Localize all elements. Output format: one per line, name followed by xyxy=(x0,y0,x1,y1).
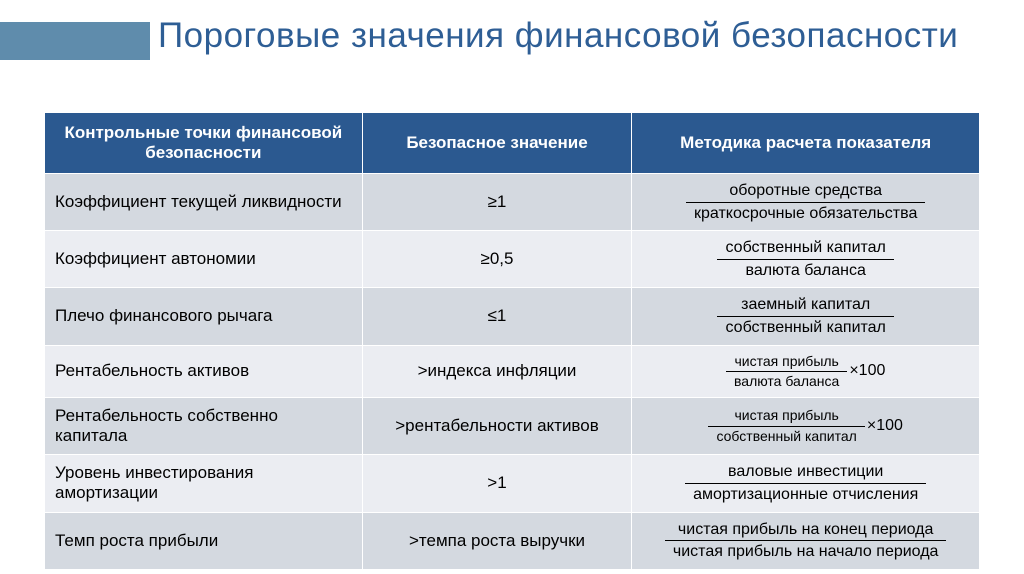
fraction-denominator: чистая прибыль на начало периода xyxy=(665,540,947,561)
slide-title: Пороговые значения финансовой безопаснос… xyxy=(158,16,958,56)
cell-method: валовые инвестицииамортизационные отчисл… xyxy=(632,455,980,512)
multiply-suffix: ×100 xyxy=(849,362,885,380)
title-bar: Пороговые значения финансовой безопаснос… xyxy=(0,16,958,60)
cell-safe-value: >рентабельности активов xyxy=(362,398,632,455)
fraction-numerator: оборотные средства xyxy=(686,182,925,202)
table-header-checkpoints: Контрольные точки финансовой безопасност… xyxy=(45,113,363,174)
cell-method: чистая прибыльсобственный капитал×100 xyxy=(632,398,980,455)
fraction: чистая прибыльвалюта баланса xyxy=(726,354,847,390)
fraction: чистая прибыль на конец периодачистая пр… xyxy=(665,521,947,561)
table-row: Рентабельность собственно капитала>рента… xyxy=(45,398,980,455)
fraction-denominator: амортизационные отчисления xyxy=(685,483,926,504)
fraction-denominator: собственный капитал xyxy=(717,316,893,337)
cell-method: чистая прибыль на конец периодачистая пр… xyxy=(632,512,980,569)
fraction-numerator: валовые инвестиции xyxy=(685,463,926,483)
thresholds-table: Контрольные точки финансовой безопасност… xyxy=(44,112,980,570)
fraction-denominator: собственный капитал xyxy=(708,426,864,444)
fraction: заемный капиталсобственный капитал xyxy=(717,296,893,336)
cell-indicator-name: Рентабельность собственно капитала xyxy=(45,398,363,455)
cell-safe-value: >1 xyxy=(362,455,632,512)
cell-safe-value: ≥0,5 xyxy=(362,231,632,288)
cell-indicator-name: Плечо финансового рычага xyxy=(45,288,363,345)
fraction-numerator: чистая прибыль на конец периода xyxy=(665,521,947,541)
table-header-safe-value: Безопасное значение xyxy=(362,113,632,174)
fraction-numerator: собственный капитал xyxy=(717,239,893,259)
fraction: валовые инвестицииамортизационные отчисл… xyxy=(685,463,926,503)
cell-indicator-name: Темп роста прибыли xyxy=(45,512,363,569)
cell-method: заемный капиталсобственный капитал xyxy=(632,288,980,345)
cell-safe-value: >индекса инфляции xyxy=(362,345,632,398)
multiply-suffix: ×100 xyxy=(867,417,903,435)
fraction-denominator: валюта баланса xyxy=(726,371,847,389)
cell-indicator-name: Коэффициент текущей ликвидности xyxy=(45,174,363,231)
cell-method: чистая прибыльвалюта баланса×100 xyxy=(632,345,980,398)
cell-safe-value: ≤1 xyxy=(362,288,632,345)
fraction: чистая прибыльсобственный капитал xyxy=(708,408,864,444)
cell-method: собственный капиталвалюта баланса xyxy=(632,231,980,288)
cell-method: оборотные средствакраткосрочные обязател… xyxy=(632,174,980,231)
fraction-numerator: чистая прибыль xyxy=(726,354,847,371)
cell-safe-value: ≥1 xyxy=(362,174,632,231)
cell-indicator-name: Рентабельность активов xyxy=(45,345,363,398)
fraction-numerator: заемный капитал xyxy=(717,296,893,316)
cell-indicator-name: Коэффициент автономии xyxy=(45,231,363,288)
fraction: оборотные средствакраткосрочные обязател… xyxy=(686,182,925,222)
table-header-method: Методика расчета показателя xyxy=(632,113,980,174)
slide: Пороговые значения финансовой безопаснос… xyxy=(0,0,1024,574)
cell-safe-value: >темпа роста выручки xyxy=(362,512,632,569)
fraction-denominator: валюта баланса xyxy=(717,259,893,280)
table-row: Уровень инвестирования амортизации>1 вало… xyxy=(45,455,980,512)
table-row: Коэффициент текущей ликвидности≥1 оборотн… xyxy=(45,174,980,231)
table-row: Плечо финансового рычага≤1 заемный капита… xyxy=(45,288,980,345)
table-row: Темп роста прибыли>темпа роста выручки чи… xyxy=(45,512,980,569)
table-header-row: Контрольные точки финансовой безопасност… xyxy=(45,113,980,174)
title-accent-bar xyxy=(0,22,150,60)
cell-indicator-name: Уровень инвестирования амортизации xyxy=(45,455,363,512)
table-body: Коэффициент текущей ликвидности≥1 оборотн… xyxy=(45,174,980,570)
fraction-numerator: чистая прибыль xyxy=(708,408,864,425)
table-row: Коэффициент автономии≥0,5 собственный кап… xyxy=(45,231,980,288)
table-row: Рентабельность активов>индекса инфляциич… xyxy=(45,345,980,398)
fraction-denominator: краткосрочные обязательства xyxy=(686,202,925,223)
fraction: собственный капиталвалюта баланса xyxy=(717,239,893,279)
